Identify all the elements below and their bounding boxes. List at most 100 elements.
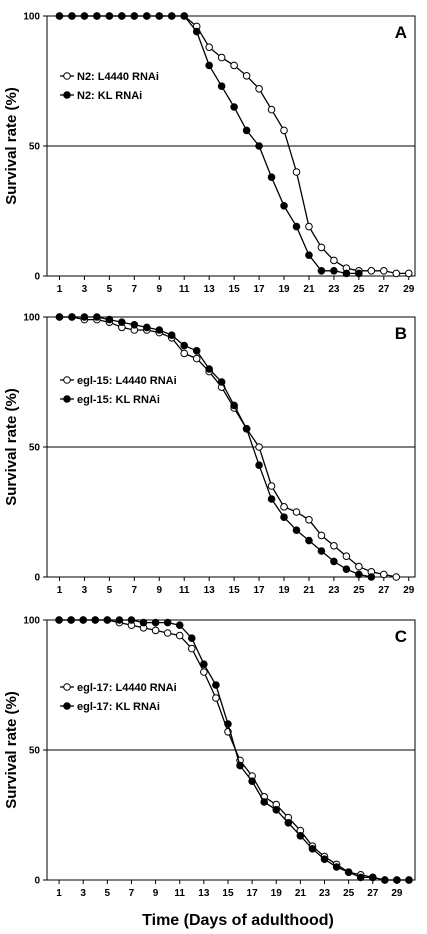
data-point	[320, 855, 329, 864]
data-point	[242, 425, 251, 433]
x-tick-label: 13	[204, 585, 216, 596]
legend-label: egl-17: KL RNAi	[77, 701, 160, 713]
x-tick-label: 5	[107, 284, 113, 295]
series-kl	[55, 12, 363, 278]
data-point	[404, 269, 413, 278]
x-tick-label: 21	[295, 888, 307, 899]
legend-marker	[63, 395, 71, 403]
x-tick-label: 5	[105, 888, 111, 899]
data-point	[142, 323, 151, 332]
x-tick-label: 7	[129, 888, 135, 899]
data-point	[368, 873, 377, 882]
data-point	[317, 531, 326, 540]
legend-marker	[63, 72, 71, 80]
data-point	[305, 222, 313, 231]
data-point	[308, 845, 317, 853]
x-tick-label: 13	[198, 888, 210, 899]
data-point	[317, 267, 326, 275]
data-point	[151, 618, 160, 627]
data-point	[139, 618, 148, 627]
series-line	[59, 15, 409, 275]
data-point	[242, 126, 251, 135]
data-point	[205, 365, 213, 373]
data-point	[255, 461, 263, 470]
data-point	[217, 53, 226, 62]
data-point	[267, 173, 276, 181]
data-point	[105, 12, 114, 20]
x-tick-label: 25	[353, 585, 365, 596]
data-point	[330, 542, 338, 550]
x-tick-label: 27	[378, 585, 390, 596]
y-tick-label: 100	[23, 12, 40, 23]
legend-entry: egl-15: L4440 RNAi	[60, 375, 177, 387]
data-point	[175, 621, 184, 630]
x-axis-label: Time (Days of adulthood)	[142, 912, 334, 929]
data-point	[127, 616, 136, 624]
series-kl	[55, 616, 413, 884]
data-point	[151, 626, 160, 635]
x-tick-label: 19	[271, 888, 283, 899]
data-point	[355, 570, 363, 579]
data-point	[68, 313, 76, 321]
data-point	[292, 168, 301, 176]
data-point	[105, 315, 114, 324]
data-point	[405, 876, 413, 884]
x-tick-label: 29	[391, 888, 403, 899]
data-point	[155, 12, 164, 20]
legend-label: egl-15: KL RNAi	[77, 394, 160, 406]
data-point	[167, 331, 176, 340]
y-tick-label: 50	[29, 142, 41, 153]
data-point	[342, 565, 351, 574]
legend-label: N2: KL RNAi	[77, 90, 142, 102]
y-tick-label: 0	[34, 573, 40, 584]
data-point	[330, 557, 338, 566]
x-tick-label: 1	[56, 888, 62, 899]
data-point	[93, 313, 101, 321]
data-point	[367, 267, 376, 275]
data-point	[163, 629, 172, 637]
x-tick-label: 17	[254, 284, 266, 295]
data-point	[280, 202, 288, 210]
x-tick-label: 17	[254, 585, 266, 596]
data-point	[187, 634, 196, 643]
x-tick-label: 25	[353, 284, 365, 295]
x-tick-label: 13	[204, 284, 216, 295]
x-tick-label: 27	[378, 284, 390, 295]
data-point	[205, 61, 213, 70]
data-point	[103, 616, 112, 624]
data-point	[305, 516, 313, 524]
data-point	[267, 495, 276, 503]
data-point	[80, 313, 89, 321]
data-point	[305, 536, 313, 545]
x-tick-label: 29	[403, 585, 415, 596]
data-point	[115, 616, 124, 624]
data-point	[205, 43, 213, 52]
data-point	[192, 354, 201, 363]
data-point	[93, 12, 101, 20]
data-point	[381, 876, 389, 884]
data-point	[344, 868, 353, 877]
y-tick-label: 50	[29, 443, 41, 454]
data-point	[380, 267, 388, 275]
legend-label: egl-15: L4440 RNAi	[77, 375, 177, 387]
data-point	[342, 269, 351, 278]
x-tick-label: 23	[328, 284, 340, 295]
data-point	[260, 798, 268, 806]
data-point	[284, 819, 293, 827]
x-tick-label: 21	[303, 585, 315, 596]
data-point	[380, 570, 388, 579]
legend-entry: egl-15: KL RNAi	[60, 394, 160, 406]
data-point	[212, 681, 220, 689]
data-point	[242, 72, 251, 80]
data-point	[167, 12, 176, 20]
data-point	[392, 269, 401, 278]
data-point	[55, 616, 63, 624]
y-axis-label: Survival rate (%)	[3, 388, 20, 506]
data-point	[305, 251, 313, 259]
data-point	[255, 443, 263, 451]
data-point	[230, 103, 238, 111]
legend-entry: egl-17: L4440 RNAi	[60, 682, 177, 694]
panel-letter: A	[395, 23, 407, 42]
